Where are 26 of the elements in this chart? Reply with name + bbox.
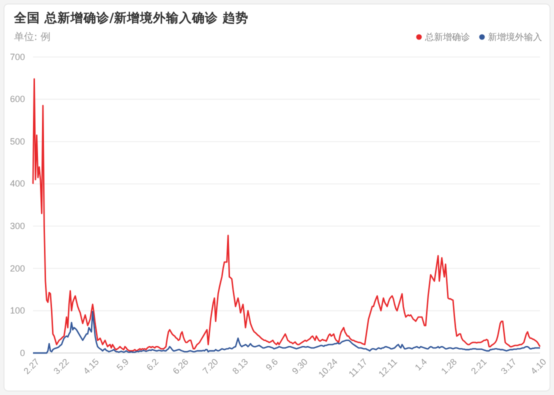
y-tick-label: 300: [10, 221, 25, 232]
x-tick-label: 1.4: [412, 356, 429, 373]
y-tick-label: 400: [10, 178, 25, 189]
x-tick-label: 9.30: [290, 356, 310, 376]
y-tick-label: 700: [10, 52, 25, 62]
y-tick-label: 500: [10, 136, 25, 146]
x-tick-label: 6.26: [170, 356, 190, 376]
y-tick-label: 0: [20, 348, 25, 358]
y-tick-label: 600: [10, 94, 25, 104]
y-tick-label: 100: [10, 306, 25, 316]
x-tick-label: 3.22: [52, 356, 72, 376]
x-tick-label: 8.13: [230, 356, 250, 376]
x-tick-label: 4.15: [81, 356, 101, 376]
legend-label: 新增境外输入: [488, 32, 542, 43]
x-tick-label: 2.21: [469, 356, 489, 376]
x-tick-label: 4.10: [528, 356, 548, 376]
chart-subtitle: 单位: 例: [14, 31, 51, 43]
line-series: [32, 78, 541, 352]
x-tick-label: 7.20: [200, 356, 220, 376]
chart-title: 全国 总新增确诊/新增境外输入确诊 趋势: [13, 10, 248, 25]
x-tick-label: 5.9: [114, 356, 131, 373]
x-tick-label: 6.2: [144, 356, 160, 373]
legend-label: 总新增确诊: [424, 32, 470, 43]
x-tick-label: 9.6: [264, 356, 280, 373]
line-series: [32, 310, 541, 354]
y-tick-label: 200: [10, 263, 25, 274]
